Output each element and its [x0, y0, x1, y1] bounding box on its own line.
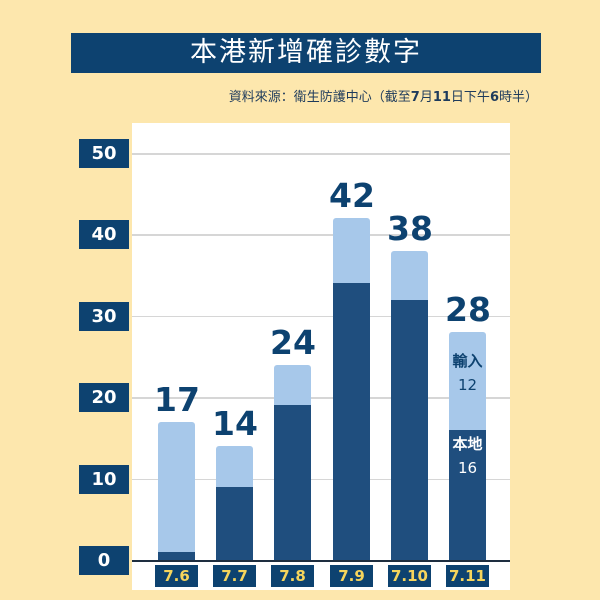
- x-tick-label: 7.7: [213, 565, 256, 587]
- bar-imported: [391, 250, 428, 300]
- bar-local: [391, 299, 428, 560]
- bar-total-label: 42: [329, 176, 375, 216]
- y-tick-label: 40: [79, 220, 129, 250]
- y-tick-label: 50: [79, 139, 129, 168]
- chart-title: 本港新增確診數字: [71, 33, 541, 73]
- bar-total-label: 38: [387, 208, 433, 248]
- gridline: [132, 234, 510, 236]
- gridline: [132, 153, 510, 155]
- local-label: 本地: [452, 434, 483, 453]
- imported-label: 輸入: [452, 352, 483, 371]
- bar-total-label: 28: [445, 290, 491, 330]
- gridline: [132, 397, 510, 399]
- y-tick-label: 20: [79, 383, 129, 413]
- plot-area: [132, 123, 510, 590]
- source-note: 資料來源：衛生防護中心（截至7月11日下午6時半）: [228, 90, 538, 105]
- bar-local: [216, 486, 253, 560]
- bar-imported: [333, 218, 370, 284]
- local-value: 16: [457, 458, 478, 477]
- x-tick-label: 7.6: [155, 565, 198, 587]
- bar-total-label: 24: [270, 322, 316, 362]
- bar-imported: [216, 446, 253, 487]
- x-axis-line: [132, 560, 510, 562]
- bar-local: [274, 405, 311, 560]
- gridline: [132, 315, 510, 318]
- gridline: [132, 478, 510, 481]
- bar-imported: [274, 364, 311, 406]
- x-tick-label: 7.10: [388, 565, 431, 587]
- y-tick-label: 0: [79, 546, 129, 575]
- imported-value: 12: [457, 376, 478, 395]
- bar-imported: [449, 332, 486, 430]
- y-tick-label: 10: [79, 464, 129, 494]
- bar-local: [158, 551, 195, 560]
- bar-total-label: 14: [212, 404, 258, 444]
- bar-local: [449, 429, 486, 560]
- y-tick-label: 30: [79, 301, 129, 331]
- x-tick-label: 7.9: [330, 565, 373, 587]
- bar-imported: [158, 421, 195, 552]
- bar-local: [333, 283, 370, 560]
- x-tick-label: 7.11: [446, 565, 489, 587]
- bar-total-label: 17: [154, 379, 200, 419]
- x-tick-label: 7.8: [271, 565, 314, 587]
